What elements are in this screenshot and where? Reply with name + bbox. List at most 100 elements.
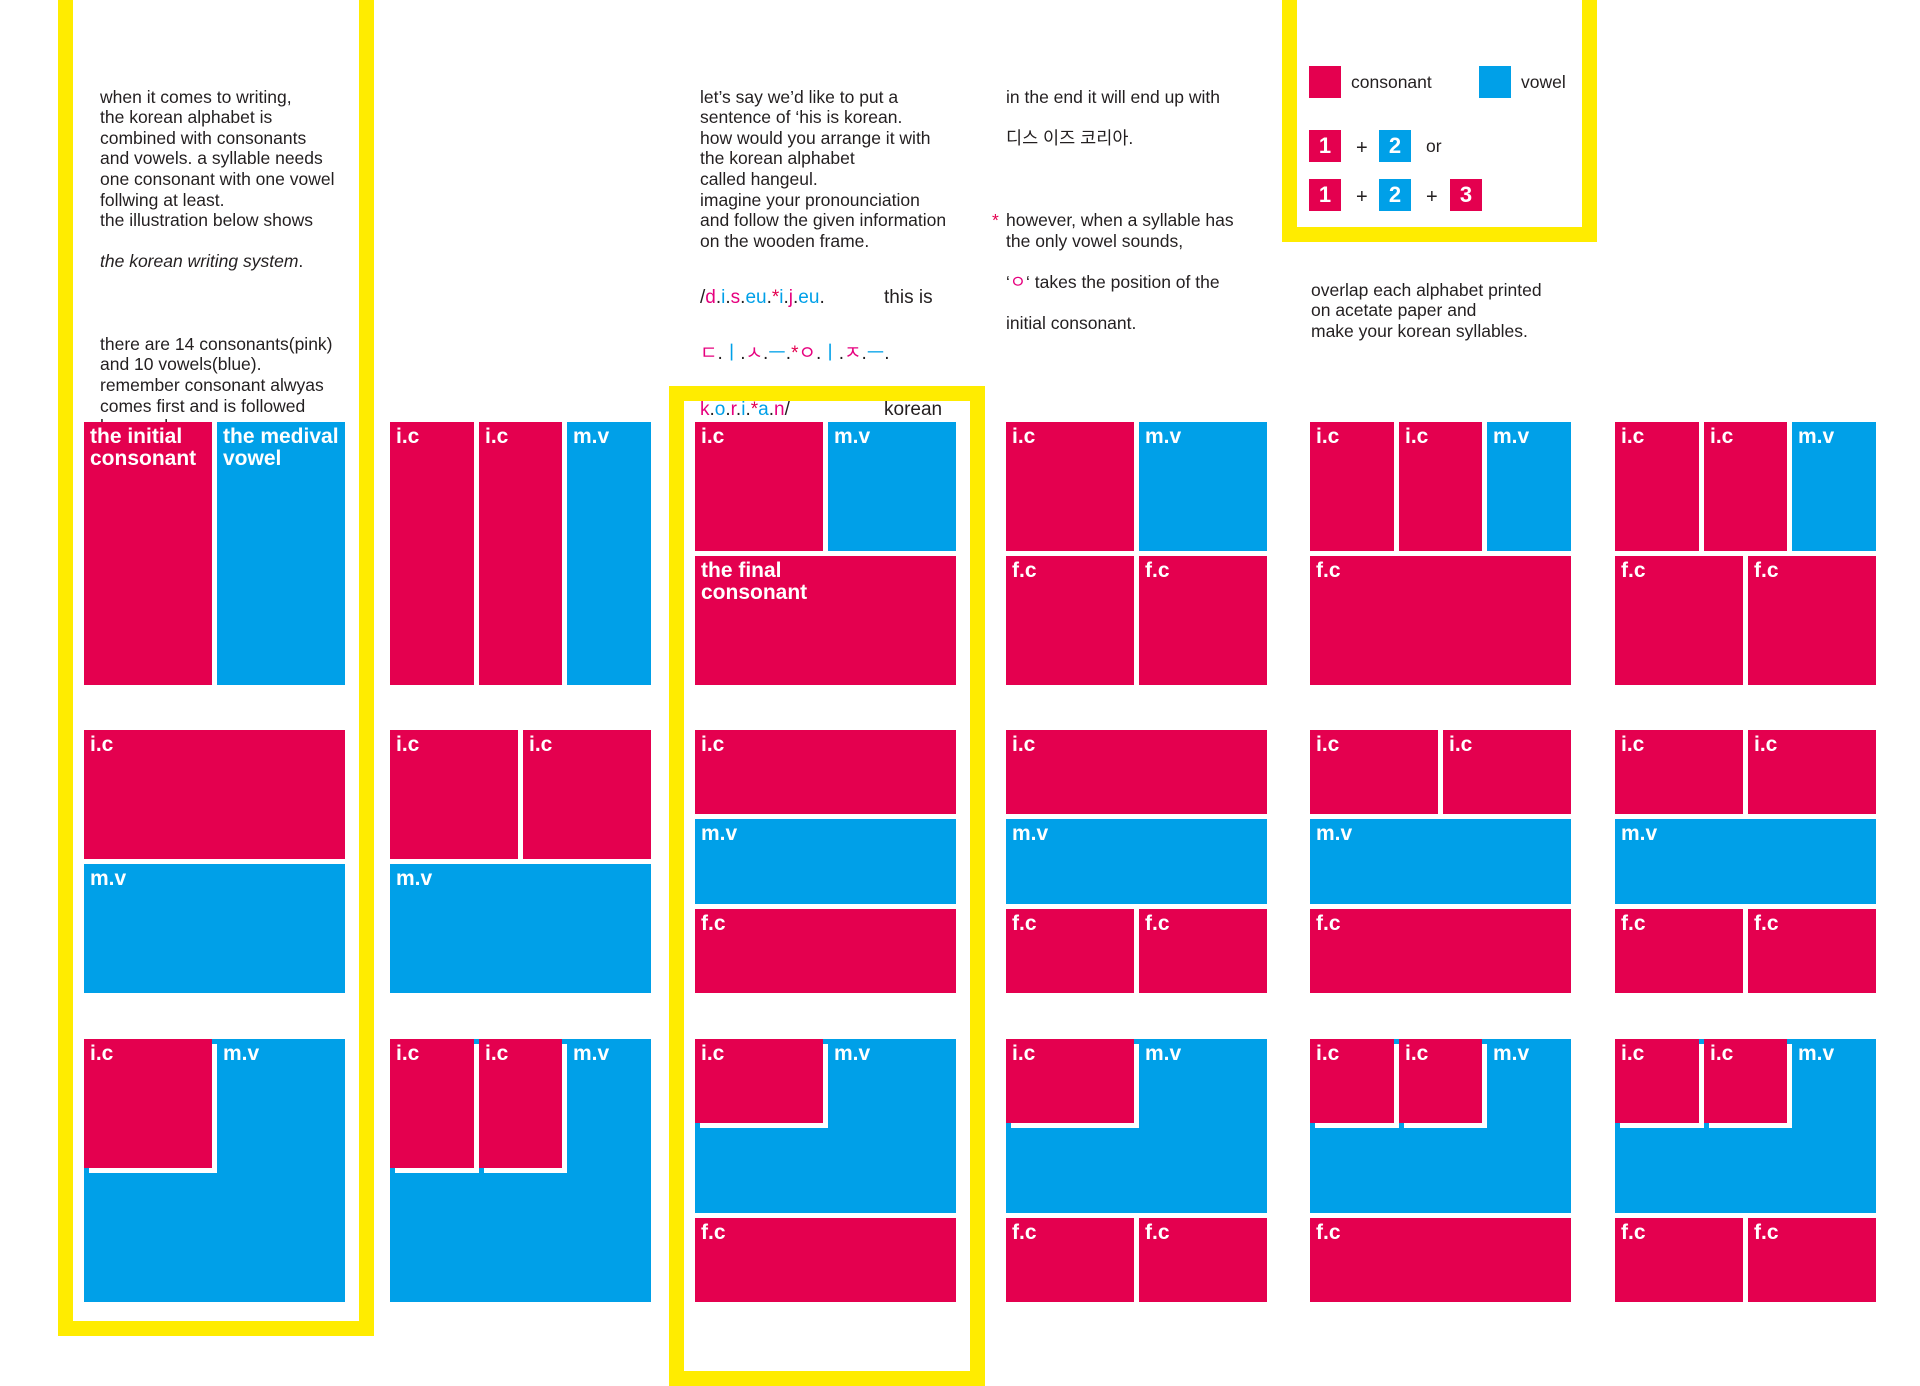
consonant-cell-f-c: f.c bbox=[1139, 556, 1267, 685]
consonant-cell-i-c: i.c bbox=[1006, 422, 1134, 551]
cell-label: i.c bbox=[1316, 425, 1340, 448]
meaning-1: this is bbox=[884, 287, 933, 308]
overlap-line: on acetate paper and bbox=[1311, 300, 1477, 321]
example-line: sentence of ‘his is korean. bbox=[700, 107, 903, 128]
cell-label: the final consonant bbox=[701, 559, 808, 604]
consonant-label: consonant bbox=[1351, 72, 1432, 92]
pronunciation-segment: * bbox=[791, 343, 799, 364]
note-line: the only vowel sounds, bbox=[1006, 230, 1184, 251]
syllable-block: i.c m.v f.c f.c bbox=[1006, 730, 1267, 993]
pronunciation-segment: i bbox=[741, 399, 746, 420]
note-asterisk: * bbox=[992, 210, 999, 231]
consonant-cell-f-c: f.c bbox=[695, 1218, 956, 1302]
pronunciation-segment: . bbox=[745, 399, 751, 420]
plus-sign: + bbox=[1356, 186, 1368, 208]
pronunciation-segment: . bbox=[861, 343, 867, 364]
consonant-swatch bbox=[1309, 66, 1341, 98]
example-line: and follow the given information bbox=[700, 210, 947, 231]
intro-line: and 10 vowels(blue). bbox=[100, 354, 262, 375]
cell-label: i.c bbox=[529, 733, 553, 756]
syllable-block: i.c m.v f.c bbox=[695, 1039, 956, 1302]
pronunciation-segment: . bbox=[740, 287, 746, 308]
pronunciation-segment: . bbox=[793, 287, 799, 308]
cell-label: the initial consonant bbox=[90, 425, 197, 470]
consonant-cell-i-c: i.c bbox=[390, 730, 518, 859]
syllable-block: i.c m.v f.c f.c bbox=[1006, 422, 1267, 685]
cell-label: m.v bbox=[701, 822, 738, 845]
cell-label: m.v bbox=[223, 1042, 260, 1065]
pronunciation-segment: . bbox=[815, 343, 822, 364]
consonant-cell-i-c: i.c bbox=[1615, 730, 1743, 814]
pronunciation-segment: eu bbox=[745, 287, 767, 308]
pronunciation-segment: j bbox=[788, 287, 794, 308]
vowel-cell-m-v: m.v bbox=[1487, 422, 1571, 551]
vowel-cell-m-v: m.v bbox=[84, 864, 345, 993]
syllable-block: i.c i.c m.v f.c f.c bbox=[1615, 422, 1876, 685]
syllable-block: i.c i.c m.v f.c bbox=[1310, 422, 1571, 685]
consonant-cell-f-c: f.c bbox=[1748, 556, 1876, 685]
cell-label: i.c bbox=[90, 733, 114, 756]
syllable-block: i.c m.v the final consonant bbox=[695, 422, 956, 685]
consonant-cell-f-c: f.c bbox=[1310, 1218, 1571, 1302]
cell-label: m.v bbox=[573, 1042, 610, 1065]
cell-label: f.c bbox=[1012, 912, 1037, 935]
pronunciation-segment: . bbox=[725, 399, 731, 420]
pronunciation-segment: eu bbox=[798, 287, 820, 308]
vowel-label: vowel bbox=[1521, 72, 1566, 92]
highlight-frame-basic bbox=[58, 0, 374, 1336]
example-line: how would you arrange it with bbox=[700, 127, 931, 148]
quote: ‘ bbox=[1006, 271, 1010, 292]
example-line: called hangeul. bbox=[700, 168, 818, 189]
cell-label: m.v bbox=[396, 867, 433, 890]
pronunciation-segment: . bbox=[725, 287, 731, 308]
syllable-block: the initial consonant the medival vowel bbox=[84, 422, 345, 685]
cell-label: i.c bbox=[701, 425, 725, 448]
pronunciation-segment: . bbox=[717, 343, 723, 364]
pronunciation-segment: . bbox=[715, 287, 722, 308]
cell-label: i.c bbox=[485, 1042, 509, 1065]
intro-line: remember consonant alwyas bbox=[100, 374, 324, 395]
pronunciation-segment: . bbox=[884, 343, 890, 364]
consonant-cell-i-c: i.c bbox=[1704, 1039, 1787, 1123]
cell-label: i.c bbox=[1405, 1042, 1429, 1065]
intro-line: the illustration below shows bbox=[100, 210, 314, 231]
consonant-cell-f-c: f.c bbox=[1748, 1218, 1876, 1302]
romanization-line-2: k.o.r.i.*a.n/ bbox=[700, 399, 790, 420]
pronunciation-segment: ㅣ bbox=[722, 343, 741, 364]
consonant-cell-f-c: f.c bbox=[1006, 556, 1134, 685]
cell-label: i.c bbox=[1012, 425, 1036, 448]
cell-label: i.c bbox=[396, 1042, 420, 1065]
cell-label: i.c bbox=[485, 425, 509, 448]
cell-label: f.c bbox=[1754, 912, 1779, 935]
cell-label: f.c bbox=[1145, 912, 1170, 935]
cell-label: i.c bbox=[1621, 1042, 1645, 1065]
pronunciation-segment: / bbox=[700, 287, 706, 308]
vowel-cell-m-v: m.v bbox=[390, 864, 651, 993]
pronunciation-segment: * bbox=[771, 287, 780, 308]
hangul-line-1: ㄷ.ㅣ.ㅅ.ㅡ.*ㅇ.ㅣ.ㅈ.ㅡ. bbox=[700, 340, 1000, 368]
consonant-cell-f-c: f.c bbox=[1139, 909, 1267, 993]
consonant-cell-i-c: i.c bbox=[1443, 730, 1571, 814]
cell-label: f.c bbox=[1145, 559, 1170, 582]
consonant-cell-i-c: i.c bbox=[479, 1039, 562, 1168]
cell-label: i.c bbox=[1621, 733, 1645, 756]
overlap-instructions: overlap each alphabet printed on acetate … bbox=[1311, 259, 1611, 362]
consonant-cell-i-c: i.c bbox=[1748, 730, 1876, 814]
consonant-cell-i-c: i.c bbox=[1615, 1039, 1699, 1123]
consonant-cell-i-c: i.c bbox=[479, 422, 562, 685]
legend-frame bbox=[1282, 0, 1597, 242]
vowel-cell-m-v: m.v bbox=[1615, 819, 1876, 904]
cell-label: i.c bbox=[1316, 1042, 1340, 1065]
cell-label: m.v bbox=[1798, 425, 1835, 448]
cell-label: f.c bbox=[1754, 559, 1779, 582]
cell-label: f.c bbox=[1012, 559, 1037, 582]
cell-label: m.v bbox=[573, 425, 610, 448]
vowel-cell-the-medival-vowel: the medival vowel bbox=[217, 422, 345, 685]
pronunciation-segment: ㅡ bbox=[768, 343, 786, 364]
intro-line: comes first and is followed bbox=[100, 395, 306, 416]
consonant-cell-i-c: i.c bbox=[695, 1039, 823, 1123]
pronunciation-segment: ㅣ bbox=[821, 343, 839, 364]
consonant-cell-f-c: f.c bbox=[1139, 1218, 1267, 1302]
pronunciation-segment: d bbox=[705, 287, 716, 308]
syllable-block: i.c m.v f.c f.c bbox=[1006, 1039, 1267, 1302]
